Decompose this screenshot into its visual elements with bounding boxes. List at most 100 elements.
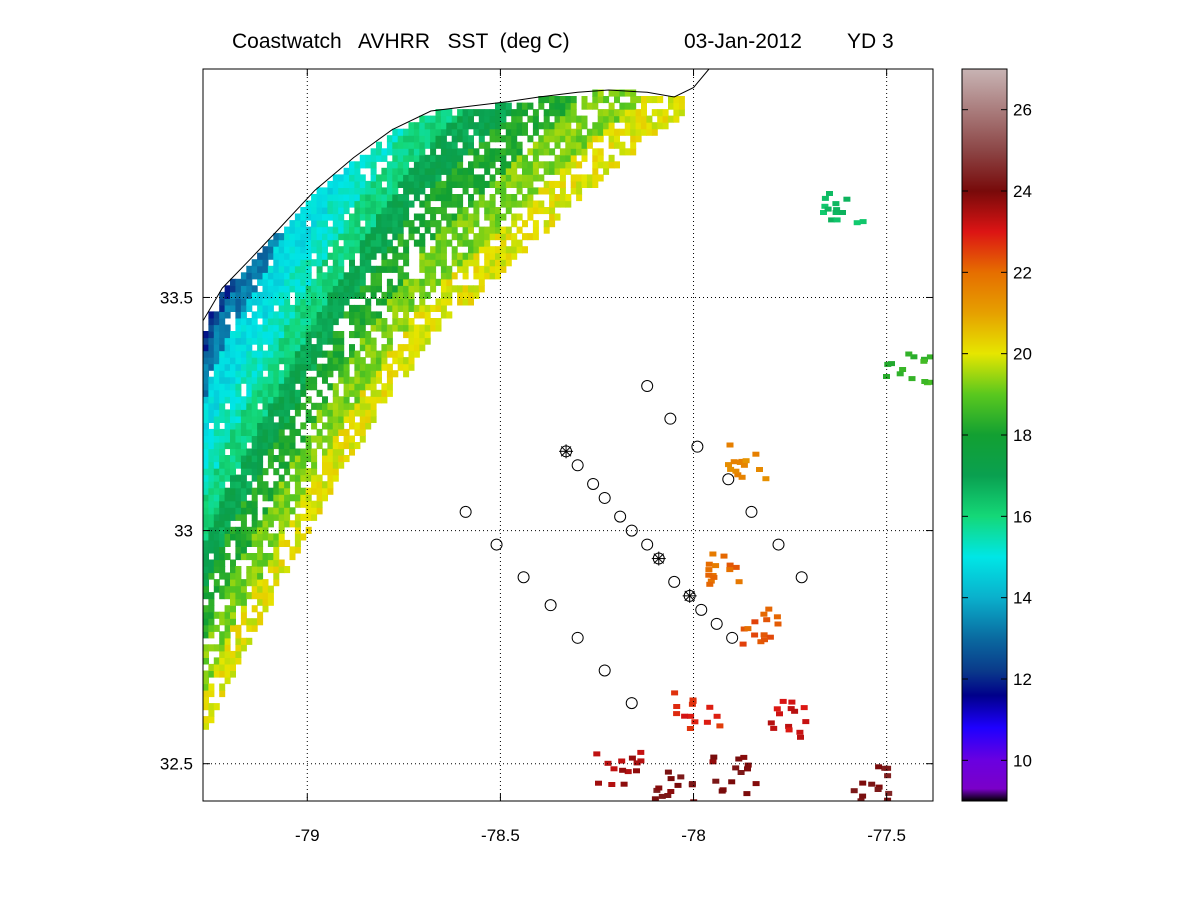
- sst-pixel: [473, 233, 480, 241]
- sst-pixel: [343, 428, 350, 436]
- sst-pixel: [300, 272, 307, 280]
- sst-pixel: [505, 226, 512, 234]
- sst-pixel: [289, 376, 296, 384]
- sst-pixel: [343, 200, 350, 208]
- sst-pixel: [603, 115, 610, 123]
- sst-pixel: [489, 161, 496, 169]
- sst-pixel: [240, 579, 247, 587]
- sst-pixel: [311, 507, 318, 515]
- sst-pixel: [294, 455, 301, 463]
- sst-pixel: [305, 337, 312, 345]
- sst-pixel: [208, 513, 215, 521]
- sst-pixel: [473, 252, 480, 260]
- sst-pixel: [284, 376, 291, 384]
- sst-pixel: [397, 128, 404, 136]
- sst-pixel: [267, 344, 274, 352]
- sst-pixel: [284, 507, 291, 515]
- sst-pixel: [257, 585, 264, 593]
- sst-pixel: [284, 265, 291, 273]
- sst-pixel: [787, 706, 795, 712]
- sst-pixel: [273, 513, 280, 521]
- sst-pixel: [592, 96, 599, 104]
- sst-pixel: [678, 102, 685, 110]
- sst-pixel: [278, 233, 285, 241]
- sst-pixel: [289, 265, 296, 273]
- sst-pixel: [392, 128, 399, 136]
- sst-pixel: [403, 174, 410, 182]
- sst-pixel: [251, 553, 258, 561]
- sst-pixel: [365, 220, 372, 228]
- sst-pixel: [257, 533, 264, 541]
- sst-pixel: [468, 148, 474, 156]
- sst-pixel: [365, 409, 372, 417]
- sst-pixel: [273, 259, 280, 267]
- sst-pixel: [316, 291, 323, 299]
- sst-pixel: [273, 481, 280, 489]
- sst-pixel: [511, 161, 518, 169]
- sst-pixel: [338, 357, 345, 365]
- sst-pixel: [740, 754, 748, 760]
- sst-pixel: [451, 167, 458, 175]
- sst-pixel: [478, 187, 485, 195]
- sst-pixel: [478, 246, 485, 254]
- sst-pixel: [300, 213, 307, 221]
- sst-pixel: [294, 402, 301, 410]
- sst-pixel: [278, 559, 285, 567]
- sst-pixel: [752, 781, 760, 787]
- sst-pixel: [327, 213, 334, 221]
- sst-pixel: [316, 226, 323, 234]
- sst-pixel: [576, 141, 583, 149]
- sst-pixel: [300, 500, 307, 508]
- sst-pixel: [224, 507, 231, 515]
- sst-pixel: [478, 135, 485, 143]
- sst-pixel: [419, 259, 426, 267]
- sst-pixel: [230, 507, 236, 515]
- sst-pixel: [284, 494, 291, 502]
- sst-pixel: [386, 167, 393, 175]
- sst-pixel: [446, 298, 453, 306]
- sst-pixel: [376, 285, 382, 293]
- sst-pixel: [235, 566, 242, 574]
- sst-pixel: [294, 428, 301, 436]
- sst-pixel: [338, 272, 345, 280]
- sst-pixel: [365, 331, 372, 339]
- sst-pixel: [208, 311, 215, 319]
- sst-pixel: [737, 770, 745, 775]
- sst-pixel: [403, 167, 410, 175]
- sst-pixel: [294, 513, 301, 521]
- sst-pixel: [495, 167, 501, 175]
- sst-pixel: [262, 415, 269, 423]
- sst-pixel: [267, 598, 274, 606]
- sst-pixel: [635, 122, 642, 130]
- sst-pixel: [305, 494, 312, 502]
- station-circle: [726, 631, 739, 644]
- sst-pixel: [251, 448, 258, 456]
- sst-pixel: [403, 324, 410, 332]
- sst-pixel: [240, 644, 247, 652]
- sst-pixel: [359, 370, 366, 378]
- sst-pixel: [457, 285, 464, 293]
- sst-pixel: [381, 239, 388, 247]
- sst-pixel: [311, 200, 318, 208]
- sst-pixel: [511, 194, 518, 202]
- sst-pixel: [430, 259, 437, 267]
- sst-pixel: [392, 154, 399, 162]
- sst-pixel: [446, 278, 453, 286]
- sst-pixel: [408, 220, 415, 228]
- sst-pixel: [257, 389, 264, 397]
- sst-pixel: [413, 154, 420, 162]
- sst-pixel: [532, 109, 539, 117]
- sst-pixel: [419, 115, 426, 123]
- sst-pixel: [251, 539, 258, 547]
- sst-pixel: [608, 122, 615, 130]
- sst-pixel: [224, 370, 231, 378]
- sst-pixel: [419, 285, 426, 293]
- sst-pixel: [278, 513, 285, 521]
- sst-pixel: [224, 357, 231, 365]
- sst-pixel: [435, 233, 442, 241]
- sst-pixel: [821, 195, 829, 201]
- sst-pixel: [495, 154, 501, 162]
- sst-pixel: [300, 331, 307, 339]
- sst-pixel: [311, 311, 318, 319]
- sst-pixel: [349, 161, 355, 169]
